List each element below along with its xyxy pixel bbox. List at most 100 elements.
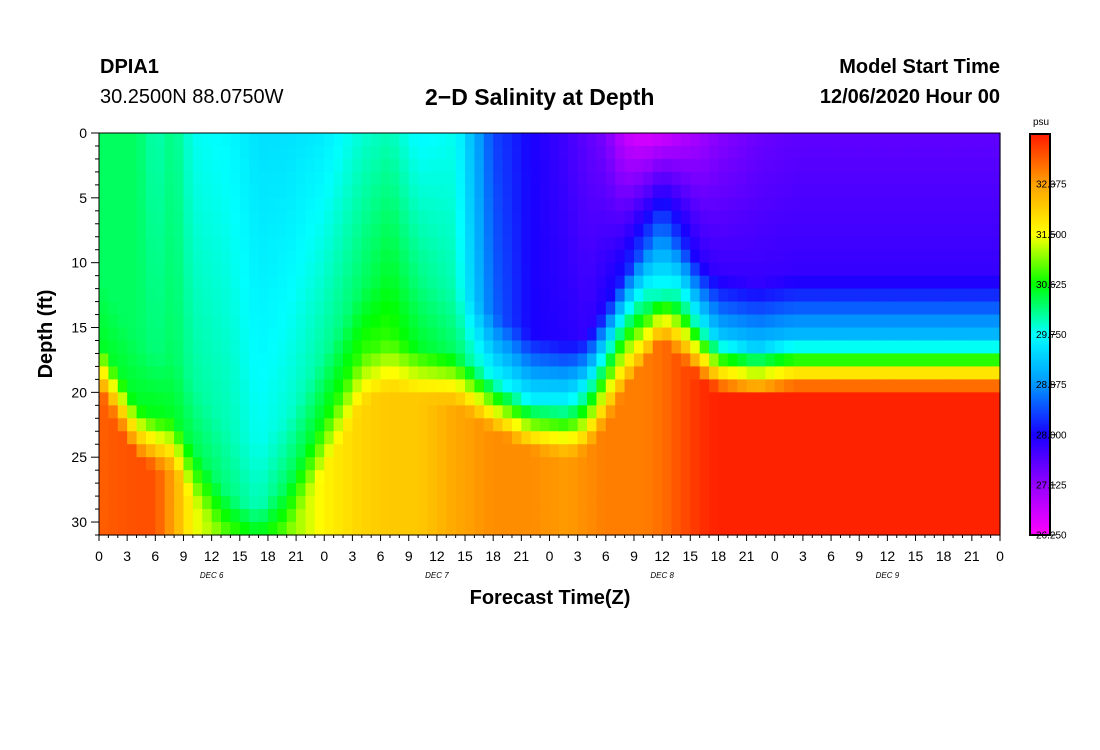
heatmap-cell bbox=[493, 327, 504, 342]
heatmap-cell bbox=[831, 366, 842, 380]
heatmap-cell bbox=[877, 327, 888, 342]
heatmap-cell bbox=[924, 327, 935, 342]
heatmap-cell bbox=[549, 509, 560, 523]
heatmap-cell bbox=[727, 327, 738, 342]
heatmap-cell bbox=[511, 197, 522, 212]
heatmap-cell bbox=[399, 392, 410, 406]
heatmap-cell bbox=[615, 392, 626, 406]
heatmap-cell bbox=[164, 379, 175, 393]
heatmap-cell bbox=[953, 314, 964, 329]
heatmap-cell bbox=[493, 158, 504, 173]
heatmap-cell bbox=[521, 353, 532, 368]
heatmap-cell bbox=[145, 405, 156, 419]
heatmap-cell bbox=[145, 158, 156, 173]
heatmap-cell bbox=[258, 223, 269, 238]
heatmap-cell bbox=[643, 340, 654, 355]
heatmap-cell bbox=[662, 301, 673, 316]
heatmap-cell bbox=[239, 145, 250, 160]
heatmap-cell bbox=[784, 340, 795, 355]
heatmap-cell bbox=[267, 392, 278, 406]
heatmap-cell bbox=[568, 366, 579, 380]
heatmap-cell bbox=[314, 496, 325, 510]
heatmap-cell bbox=[746, 457, 757, 471]
heatmap-cell bbox=[906, 133, 917, 147]
heatmap-cell bbox=[671, 327, 682, 342]
heatmap-cell bbox=[117, 275, 128, 290]
heatmap-cell bbox=[690, 197, 701, 212]
heatmap-cell bbox=[793, 457, 804, 471]
heatmap-cell bbox=[662, 366, 673, 380]
heatmap-cell bbox=[455, 431, 466, 445]
heatmap-cell bbox=[174, 522, 185, 536]
heatmap-cell bbox=[117, 496, 128, 510]
heatmap-cell bbox=[474, 496, 485, 510]
heatmap-cell bbox=[493, 197, 504, 212]
heatmap-cell bbox=[727, 145, 738, 160]
heatmap-cell bbox=[662, 379, 673, 393]
heatmap-cell bbox=[427, 275, 438, 290]
heatmap-cell bbox=[343, 262, 354, 277]
heatmap-cell bbox=[352, 405, 363, 419]
heatmap-cell bbox=[652, 236, 663, 251]
heatmap-cell bbox=[530, 210, 541, 225]
heatmap-cell bbox=[343, 314, 354, 329]
heatmap-cell bbox=[521, 145, 532, 160]
heatmap-cell bbox=[624, 379, 635, 393]
heatmap-cell bbox=[652, 301, 663, 316]
heatmap-cell bbox=[924, 379, 935, 393]
heatmap-cell bbox=[418, 145, 429, 160]
heatmap-cell bbox=[108, 379, 119, 393]
heatmap-cell bbox=[727, 223, 738, 238]
heatmap-cell bbox=[202, 184, 213, 199]
heatmap-cell bbox=[737, 496, 748, 510]
heatmap-cell bbox=[605, 379, 616, 393]
heatmap-cell bbox=[474, 444, 485, 458]
heatmap-cell bbox=[221, 301, 231, 316]
heatmap-cell bbox=[408, 158, 419, 173]
heatmap-cell bbox=[568, 197, 579, 212]
heatmap-cell bbox=[399, 184, 410, 199]
heatmap-cell bbox=[943, 288, 954, 303]
heatmap-cell bbox=[183, 431, 194, 445]
heatmap-cell bbox=[296, 418, 307, 432]
heatmap-cell bbox=[108, 483, 119, 497]
x-tick-label: 15 bbox=[457, 548, 473, 564]
heatmap-cell bbox=[343, 158, 354, 173]
heatmap-cell bbox=[465, 379, 476, 393]
heatmap-cell bbox=[333, 171, 344, 186]
heatmap-cell bbox=[953, 288, 964, 303]
heatmap-cell bbox=[493, 275, 504, 290]
heatmap-cell bbox=[727, 249, 738, 264]
heatmap-cell bbox=[709, 223, 720, 238]
heatmap-cell bbox=[286, 158, 297, 173]
heatmap-cell bbox=[127, 340, 138, 355]
heatmap-cell bbox=[718, 418, 729, 432]
heatmap-cell bbox=[136, 158, 147, 173]
heatmap-cell bbox=[943, 483, 954, 497]
heatmap-cell bbox=[230, 223, 241, 238]
heatmap-cell bbox=[859, 275, 870, 290]
heatmap-cell bbox=[418, 522, 429, 536]
heatmap-cell bbox=[981, 340, 992, 355]
heatmap-cell bbox=[643, 158, 654, 173]
heatmap-cell bbox=[249, 288, 260, 303]
heatmap-cell bbox=[483, 496, 494, 510]
heatmap-cell bbox=[305, 457, 316, 471]
heatmap-cell bbox=[615, 288, 626, 303]
heatmap-cell bbox=[549, 249, 560, 264]
heatmap-cell bbox=[981, 171, 992, 186]
heatmap-cell bbox=[389, 509, 400, 523]
heatmap-cell bbox=[549, 496, 560, 510]
heatmap-cell bbox=[643, 145, 654, 160]
heatmap-cell bbox=[680, 236, 691, 251]
heatmap-cell bbox=[230, 314, 241, 329]
heatmap-cell bbox=[924, 184, 935, 199]
heatmap-cell bbox=[155, 470, 166, 484]
heatmap-cell bbox=[737, 249, 748, 264]
heatmap-cell bbox=[511, 158, 522, 173]
heatmap-cell bbox=[474, 275, 485, 290]
heatmap-cell bbox=[990, 314, 1001, 329]
heatmap-cell bbox=[145, 210, 156, 225]
heatmap-cell bbox=[774, 509, 785, 523]
